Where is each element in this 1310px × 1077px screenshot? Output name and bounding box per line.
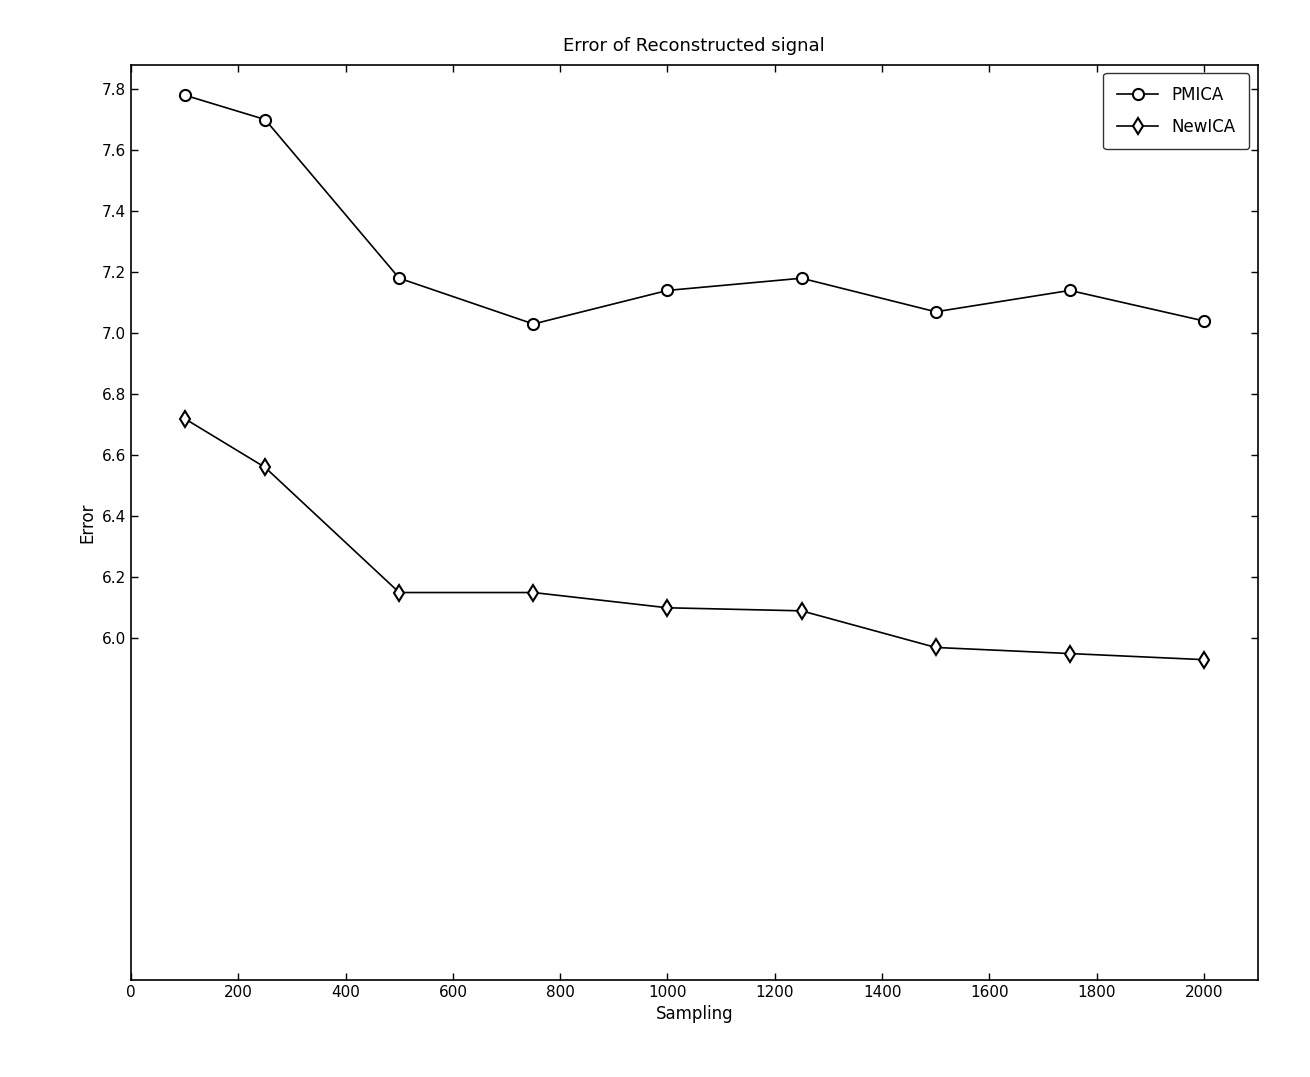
PMICA [660,284,676,297]
NewICA [257,461,272,474]
NewICA [1196,653,1212,666]
PMICA [177,88,193,101]
PMICA [794,271,810,284]
PMICA [927,305,943,318]
NewICA [392,586,407,599]
Legend: PMICA, NewICA: PMICA, NewICA [1103,73,1250,149]
Line: NewICA: NewICA [179,414,1209,666]
NewICA [794,604,810,617]
NewICA [1062,647,1078,660]
PMICA [392,271,407,284]
NewICA [177,412,193,425]
NewICA [525,586,541,599]
PMICA [525,318,541,331]
PMICA [1062,284,1078,297]
PMICA [1196,314,1212,327]
X-axis label: Sampling: Sampling [655,1006,734,1023]
PMICA [257,113,272,126]
Title: Error of Reconstructed signal: Error of Reconstructed signal [563,37,825,55]
NewICA [660,601,676,614]
NewICA [927,641,943,654]
Y-axis label: Error: Error [79,502,96,543]
Line: PMICA: PMICA [179,89,1209,330]
